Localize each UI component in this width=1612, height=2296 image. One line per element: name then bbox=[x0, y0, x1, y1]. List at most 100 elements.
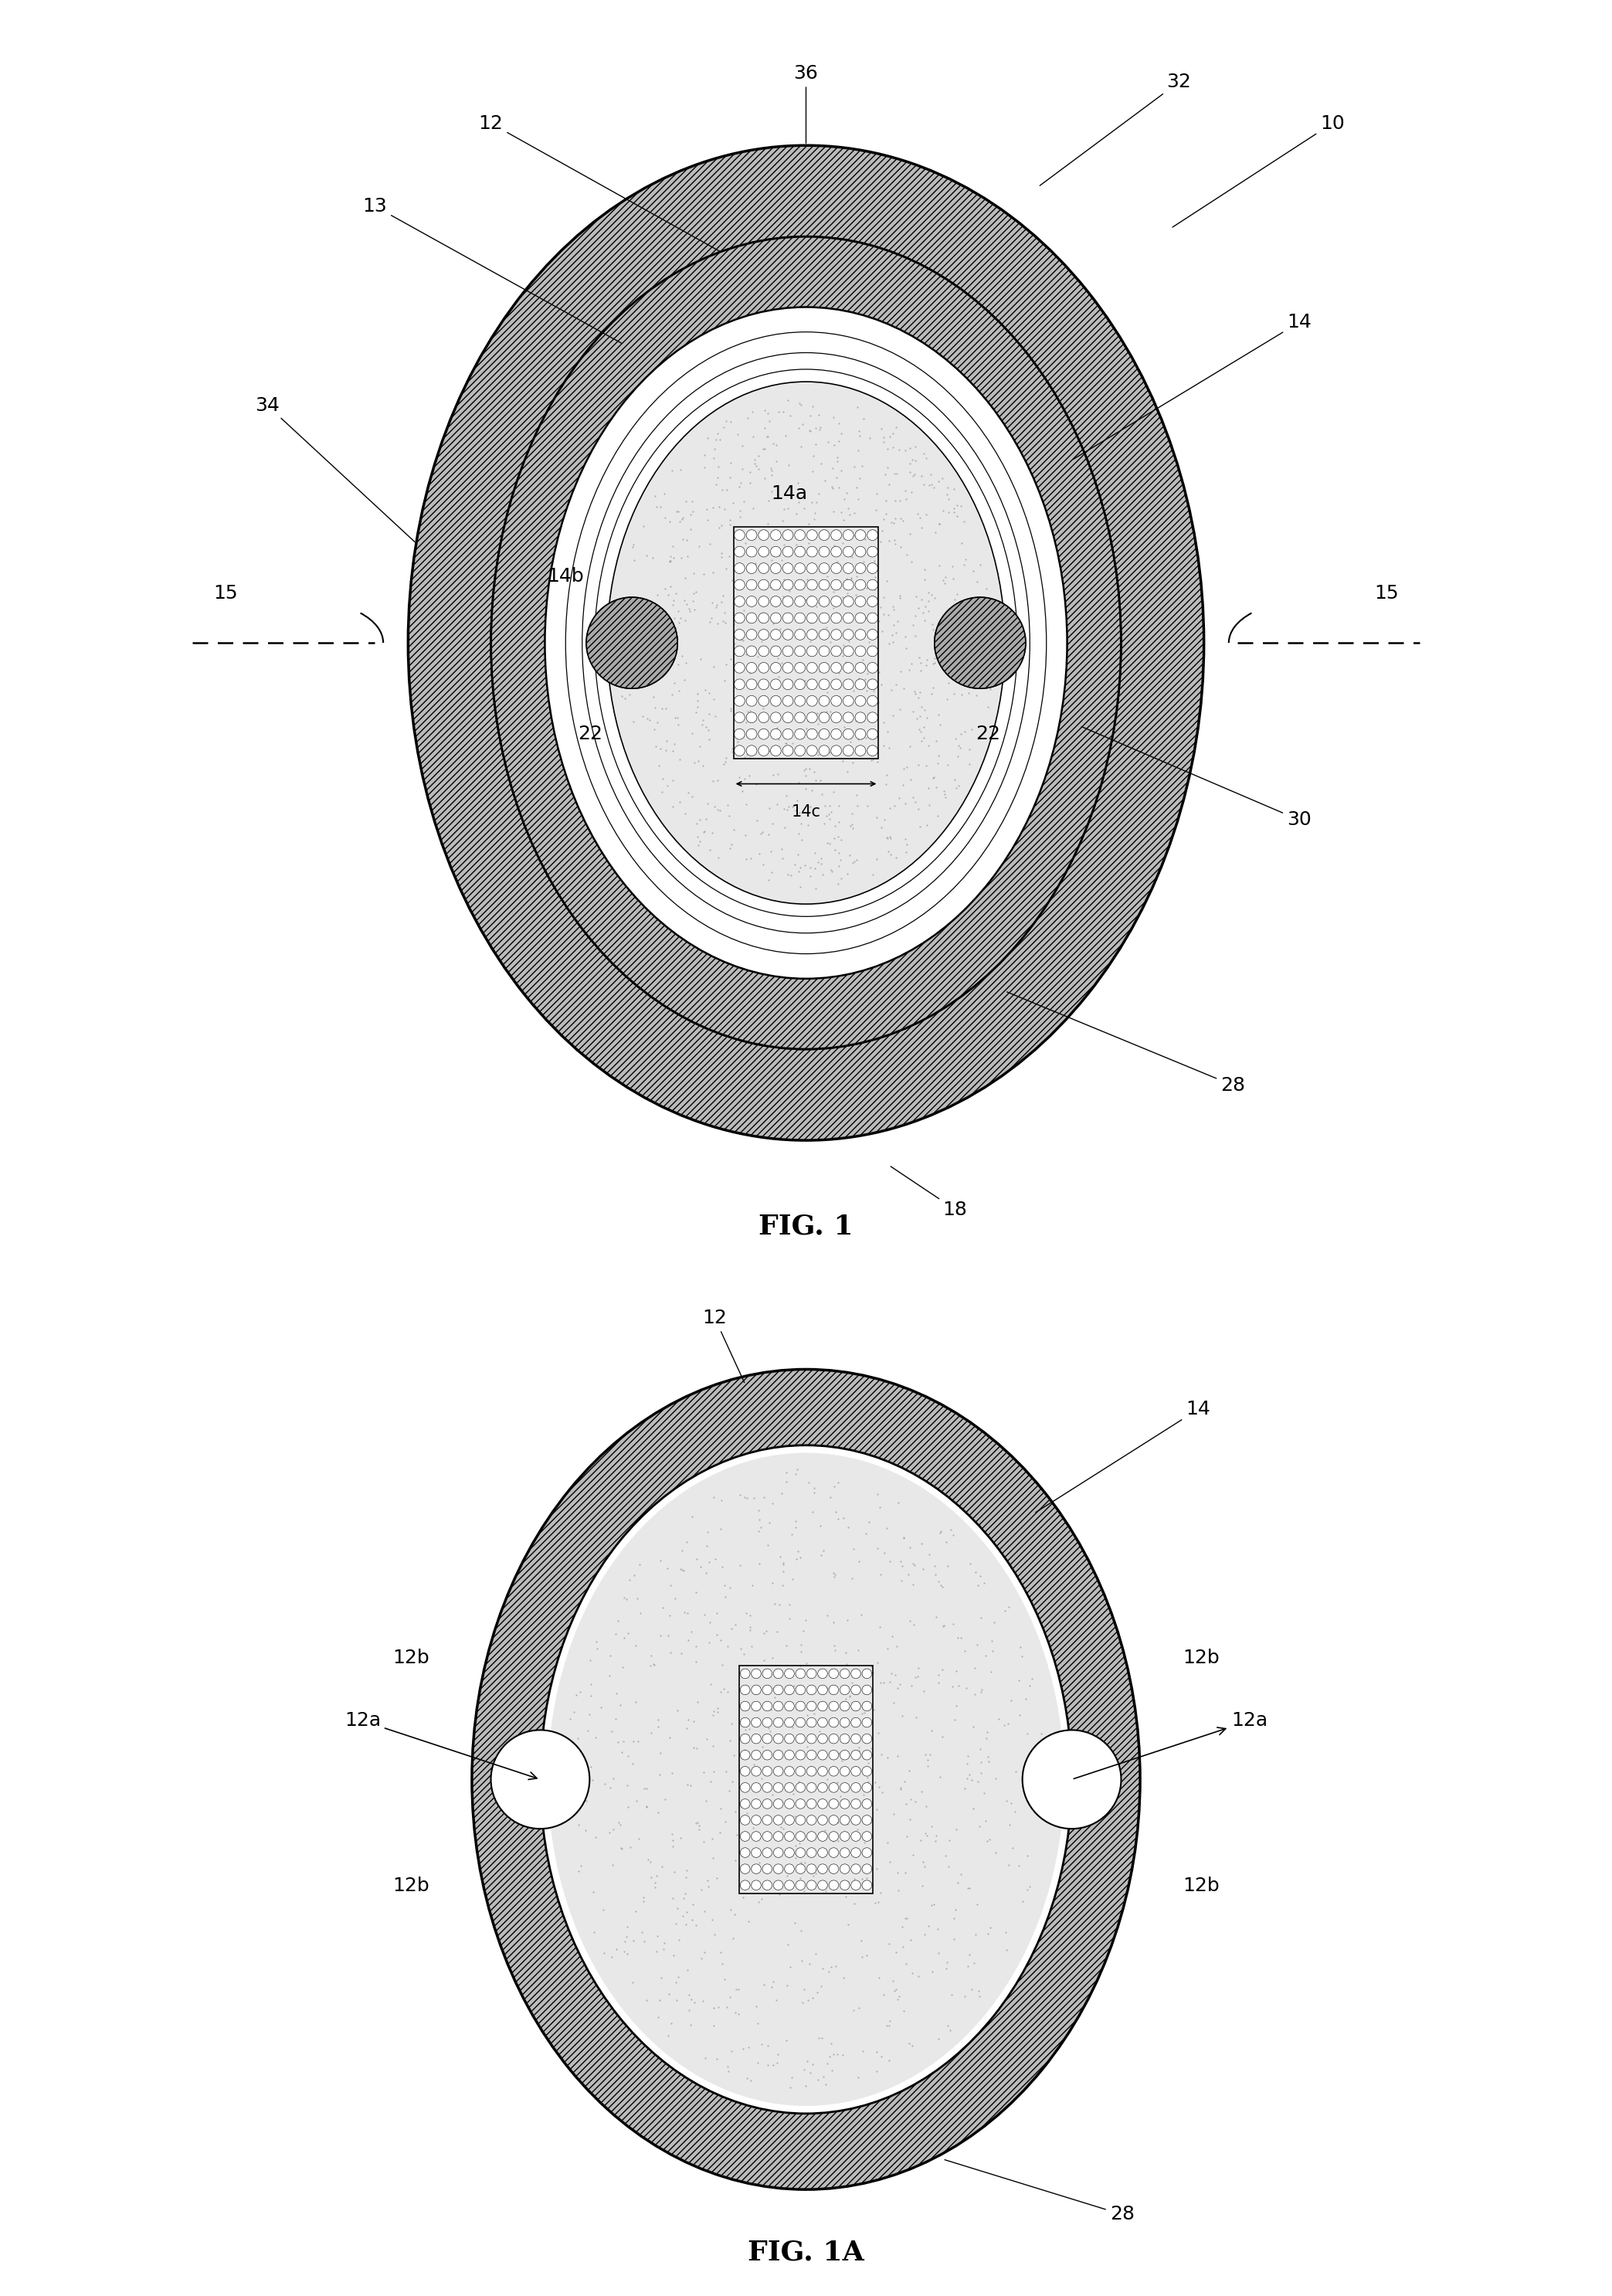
Circle shape bbox=[862, 1816, 872, 1825]
Circle shape bbox=[771, 597, 782, 606]
Circle shape bbox=[867, 546, 879, 558]
Ellipse shape bbox=[472, 1368, 1140, 2190]
Ellipse shape bbox=[545, 308, 1067, 978]
Ellipse shape bbox=[540, 1444, 1072, 2115]
Circle shape bbox=[740, 1782, 750, 1793]
Circle shape bbox=[758, 680, 769, 689]
Text: 12b: 12b bbox=[1182, 1876, 1219, 1894]
Circle shape bbox=[746, 728, 758, 739]
Circle shape bbox=[733, 530, 745, 540]
Text: 15: 15 bbox=[1373, 583, 1399, 602]
Circle shape bbox=[771, 746, 782, 755]
Circle shape bbox=[819, 546, 830, 558]
Circle shape bbox=[840, 1848, 850, 1857]
Circle shape bbox=[806, 579, 817, 590]
Circle shape bbox=[817, 1800, 827, 1809]
Text: 12b: 12b bbox=[1182, 1649, 1219, 1667]
Ellipse shape bbox=[548, 1453, 1064, 2105]
Circle shape bbox=[771, 712, 782, 723]
Circle shape bbox=[762, 1880, 772, 1890]
Circle shape bbox=[771, 629, 782, 641]
Circle shape bbox=[785, 1685, 795, 1694]
Circle shape bbox=[782, 613, 793, 622]
Circle shape bbox=[796, 1782, 806, 1793]
Circle shape bbox=[851, 1750, 861, 1759]
Circle shape bbox=[817, 1733, 827, 1743]
Text: 12a: 12a bbox=[345, 1711, 537, 1779]
Circle shape bbox=[796, 1766, 806, 1777]
Circle shape bbox=[782, 746, 793, 755]
Circle shape bbox=[751, 1848, 761, 1857]
Circle shape bbox=[740, 1701, 750, 1711]
Circle shape bbox=[758, 629, 769, 641]
Text: 18: 18 bbox=[891, 1166, 967, 1219]
Circle shape bbox=[819, 645, 830, 657]
Circle shape bbox=[843, 597, 854, 606]
Circle shape bbox=[830, 680, 841, 689]
Circle shape bbox=[854, 680, 866, 689]
Circle shape bbox=[819, 629, 830, 641]
Circle shape bbox=[817, 1669, 827, 1678]
Text: 12: 12 bbox=[703, 1309, 745, 1382]
Circle shape bbox=[817, 1816, 827, 1825]
Circle shape bbox=[746, 645, 758, 657]
Circle shape bbox=[774, 1766, 783, 1777]
Circle shape bbox=[819, 563, 830, 574]
Circle shape bbox=[733, 728, 745, 739]
Circle shape bbox=[795, 579, 806, 590]
Circle shape bbox=[830, 746, 841, 755]
Circle shape bbox=[854, 563, 866, 574]
Circle shape bbox=[771, 664, 782, 673]
Circle shape bbox=[740, 1800, 750, 1809]
Text: 22: 22 bbox=[579, 726, 603, 744]
Circle shape bbox=[762, 1733, 772, 1743]
Text: 10: 10 bbox=[1172, 115, 1344, 227]
Ellipse shape bbox=[1022, 1731, 1120, 1828]
Circle shape bbox=[762, 1832, 772, 1841]
Circle shape bbox=[771, 530, 782, 540]
Circle shape bbox=[806, 1685, 816, 1694]
Circle shape bbox=[854, 530, 866, 540]
Circle shape bbox=[867, 680, 879, 689]
Circle shape bbox=[795, 546, 806, 558]
Circle shape bbox=[854, 696, 866, 707]
Circle shape bbox=[819, 613, 830, 622]
Circle shape bbox=[806, 1733, 816, 1743]
Circle shape bbox=[862, 1832, 872, 1841]
Circle shape bbox=[840, 1750, 850, 1759]
Circle shape bbox=[762, 1669, 772, 1678]
Circle shape bbox=[817, 1717, 827, 1727]
Circle shape bbox=[819, 728, 830, 739]
Circle shape bbox=[830, 597, 841, 606]
Circle shape bbox=[806, 1816, 816, 1825]
Circle shape bbox=[819, 680, 830, 689]
Circle shape bbox=[830, 613, 841, 622]
Circle shape bbox=[819, 746, 830, 755]
Circle shape bbox=[746, 629, 758, 641]
Circle shape bbox=[774, 1832, 783, 1841]
Circle shape bbox=[862, 1733, 872, 1743]
Circle shape bbox=[774, 1750, 783, 1759]
Circle shape bbox=[746, 563, 758, 574]
Circle shape bbox=[867, 613, 879, 622]
Circle shape bbox=[854, 613, 866, 622]
Circle shape bbox=[867, 597, 879, 606]
Circle shape bbox=[806, 1782, 816, 1793]
Circle shape bbox=[733, 746, 745, 755]
Circle shape bbox=[795, 746, 806, 755]
Circle shape bbox=[806, 597, 817, 606]
Circle shape bbox=[795, 530, 806, 540]
Circle shape bbox=[771, 696, 782, 707]
Circle shape bbox=[740, 1685, 750, 1694]
Circle shape bbox=[843, 746, 854, 755]
Circle shape bbox=[862, 1864, 872, 1874]
Circle shape bbox=[806, 629, 817, 641]
Circle shape bbox=[840, 1685, 850, 1694]
Circle shape bbox=[851, 1864, 861, 1874]
Circle shape bbox=[774, 1782, 783, 1793]
Circle shape bbox=[774, 1669, 783, 1678]
Circle shape bbox=[796, 1880, 806, 1890]
Circle shape bbox=[746, 579, 758, 590]
Circle shape bbox=[751, 1701, 761, 1711]
Circle shape bbox=[830, 664, 841, 673]
